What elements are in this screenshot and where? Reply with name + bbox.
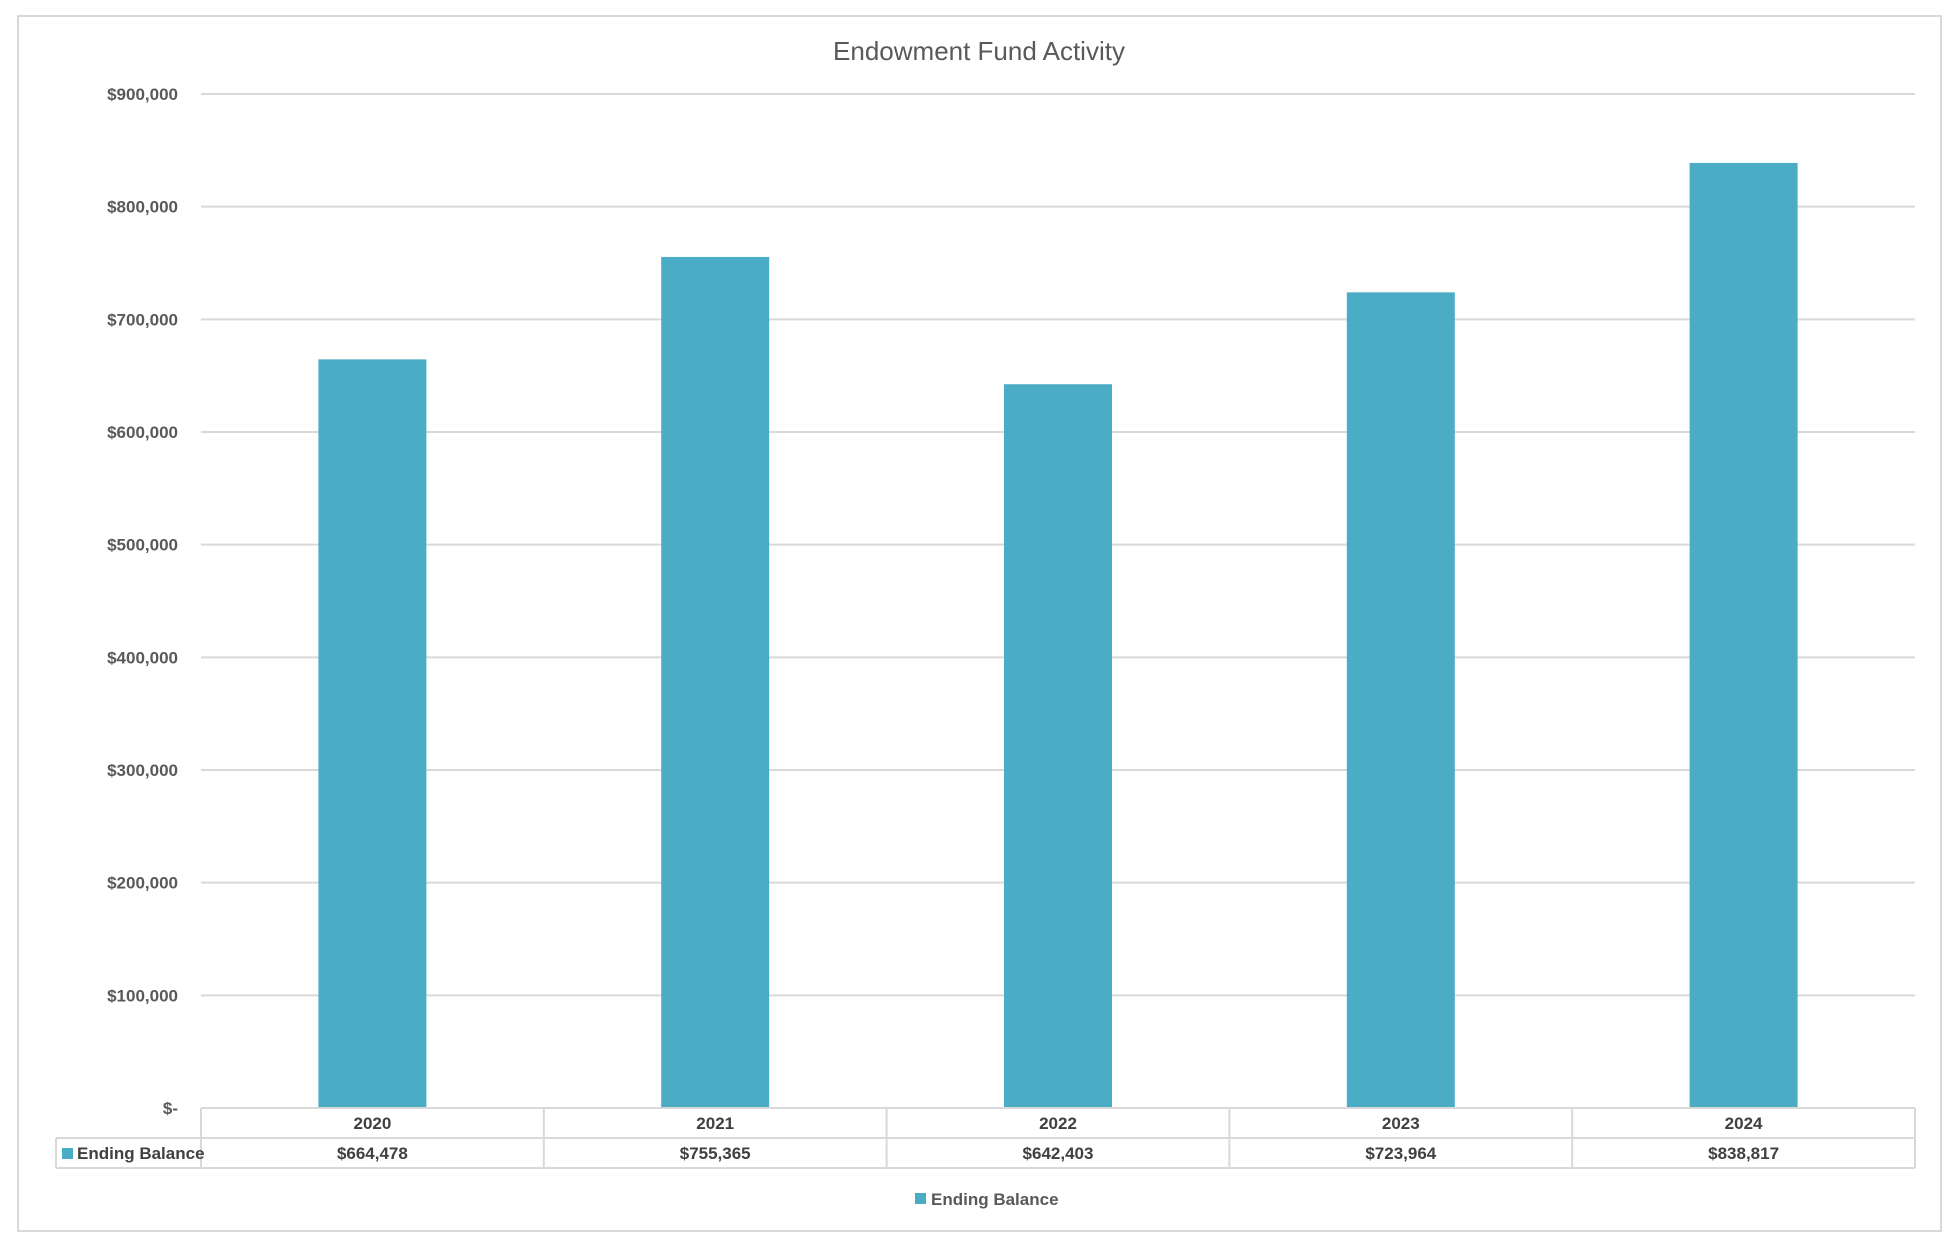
data-table: 2020 2021 2022 2023 2024 Ending Balance $664,4… bbox=[55, 1107, 1916, 1169]
table-row-label: Ending Balance bbox=[77, 1144, 205, 1163]
data-label: $755,365 bbox=[680, 1144, 751, 1163]
bars bbox=[318, 162, 1798, 1109]
y-tick-label: $400,000 bbox=[107, 648, 178, 667]
x-tick-label: 2023 bbox=[1382, 1114, 1420, 1133]
chart-title: Endowment Fund Activity bbox=[833, 36, 1125, 66]
data-label: $838,817 bbox=[1708, 1144, 1779, 1163]
x-tick-label: 2020 bbox=[353, 1114, 391, 1133]
bar bbox=[661, 256, 770, 1108]
table-legend-swatch bbox=[62, 1148, 73, 1159]
y-tick-label: $200,000 bbox=[107, 874, 178, 893]
y-tick-label: $800,000 bbox=[107, 198, 178, 217]
data-label: $664,478 bbox=[337, 1144, 408, 1163]
legend-swatch bbox=[915, 1193, 926, 1204]
y-tick-label: $500,000 bbox=[107, 536, 178, 555]
y-tick-label: $900,000 bbox=[107, 85, 178, 104]
x-tick-label: 2024 bbox=[1725, 1114, 1763, 1133]
bar bbox=[318, 359, 427, 1108]
y-tick-label: $300,000 bbox=[107, 761, 178, 780]
bar bbox=[1004, 384, 1112, 1108]
bar bbox=[1346, 292, 1455, 1109]
bar bbox=[1689, 162, 1798, 1108]
data-label: $723,964 bbox=[1365, 1144, 1436, 1163]
y-tick-label: $- bbox=[163, 1099, 178, 1118]
x-tick-label: 2022 bbox=[1039, 1114, 1077, 1133]
y-axis-tick-labels: $- $100,000 $200,000 $300,000 $400,000 $500,0… bbox=[107, 85, 178, 1118]
y-tick-label: $100,000 bbox=[107, 986, 178, 1005]
y-tick-label: $600,000 bbox=[107, 423, 178, 442]
y-tick-label: $700,000 bbox=[107, 310, 178, 329]
legend-label: Ending Balance bbox=[931, 1190, 1059, 1209]
legend: Ending Balance bbox=[915, 1190, 1059, 1209]
data-label: $642,403 bbox=[1023, 1144, 1094, 1163]
x-tick-label: 2021 bbox=[696, 1114, 734, 1133]
chart-border bbox=[17, 15, 1942, 1232]
